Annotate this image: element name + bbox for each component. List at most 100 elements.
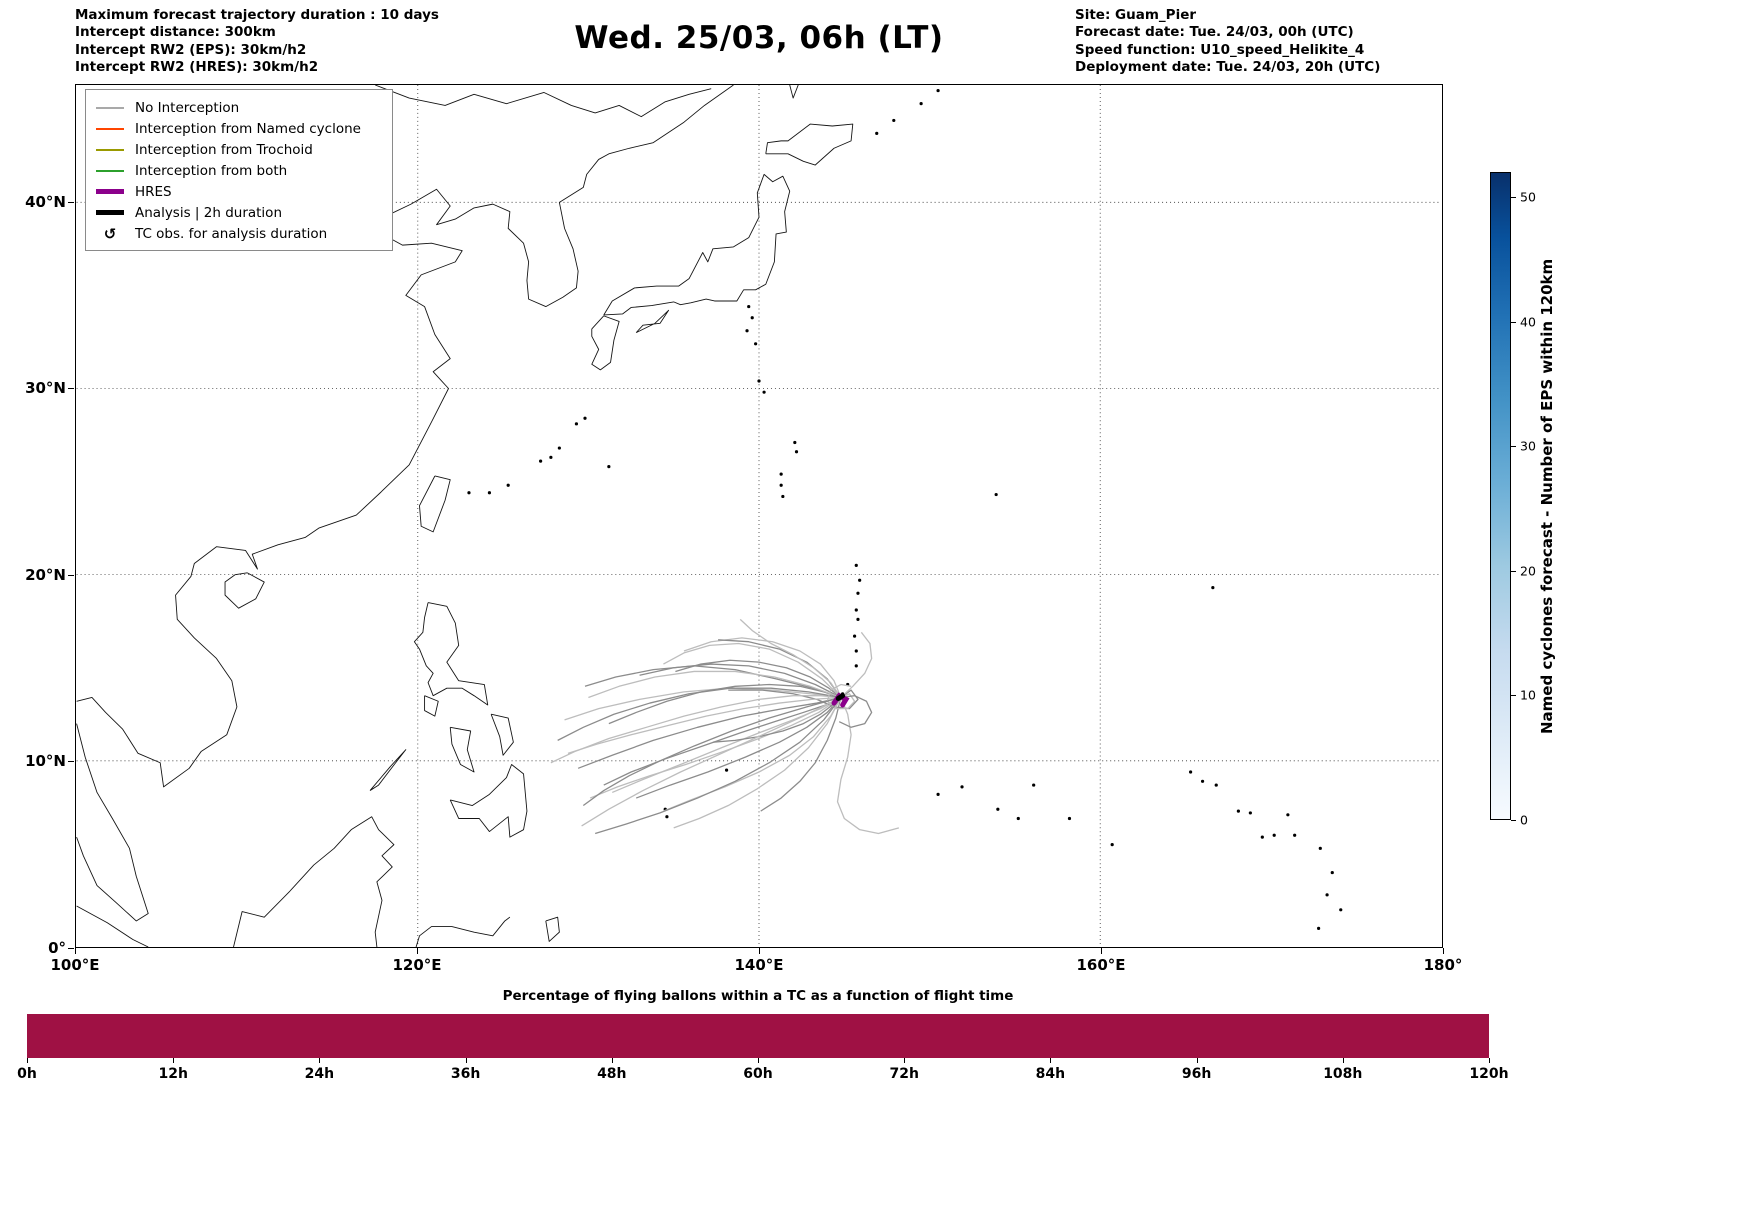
balloon-trajectory	[588, 670, 842, 699]
colorbar-tick-label: 10	[1520, 687, 1536, 703]
island-dot	[892, 118, 896, 123]
island-dot	[757, 379, 761, 383]
island-dot	[1318, 846, 1322, 850]
balloon-trajectory	[594, 697, 842, 835]
bottom-x-tick-label: 72h	[889, 1066, 919, 1082]
colorbar-tick	[1511, 695, 1516, 697]
island-dot	[1067, 816, 1072, 821]
y-axis-tick	[68, 574, 74, 576]
page-title: Wed. 25/03, 06h (LT)	[574, 20, 944, 56]
legend-label: Interception from both	[135, 162, 288, 179]
coastline	[76, 905, 149, 947]
bottom-x-tick	[27, 1058, 28, 1063]
coastline	[449, 726, 475, 773]
bottom-x-tick	[904, 1058, 906, 1063]
x-axis-tick-label: 180°	[1423, 956, 1463, 974]
bottom-x-tick-label: 108h	[1323, 1066, 1363, 1082]
island-dot	[1032, 783, 1036, 787]
island-dot	[754, 342, 758, 346]
balloon-trajectory	[675, 659, 842, 698]
island-dot	[467, 491, 471, 495]
coastline	[76, 723, 149, 922]
bottom-x-tick-label: 24h	[304, 1066, 335, 1082]
colorbar-tick-label: 0	[1520, 812, 1528, 828]
legend-item-hres: HRES	[96, 181, 382, 202]
island-dot	[852, 634, 857, 638]
island-dot	[875, 131, 879, 135]
island-dot	[1189, 770, 1193, 774]
legend-label: HRES	[135, 183, 172, 200]
island-dot	[557, 446, 561, 450]
island-dot	[607, 465, 611, 469]
legend-label: Interception from Named cyclone	[135, 120, 361, 137]
colorbar-tick	[1511, 570, 1516, 572]
param-intercept-distance: Intercept distance: 300km	[75, 24, 276, 41]
bottom-x-tick-label: 0h	[17, 1066, 37, 1082]
balloon-trajectory	[840, 631, 873, 698]
balloon-trajectory	[663, 642, 842, 698]
island-dot	[1317, 926, 1321, 930]
colorbar-tick	[1511, 321, 1516, 323]
coastline	[375, 85, 712, 118]
island-dot	[781, 494, 785, 499]
island-dot	[854, 664, 858, 668]
island-dot	[487, 491, 492, 495]
legend-item-both: Interception from both	[96, 160, 382, 181]
coastline	[591, 315, 620, 371]
bottom-x-tick	[1196, 1058, 1198, 1063]
y-axis-tick	[68, 761, 74, 763]
coastline	[424, 695, 439, 717]
analysis-trajectory	[835, 693, 846, 701]
balloon-trajectory	[639, 663, 842, 699]
site-info: Site: Guam_Pier Forecast date: Tue. 24/0…	[1075, 7, 1380, 77]
island-dot	[794, 450, 799, 454]
coastline	[789, 85, 799, 99]
balloon-trajectory	[577, 696, 842, 769]
balloon-trajectory	[557, 687, 842, 741]
island-dot	[1260, 835, 1264, 839]
island-dot	[1110, 843, 1114, 847]
bottom-x-tick	[611, 1058, 613, 1063]
map-legend: No Interception Interception from Named …	[85, 89, 393, 251]
colorbar-tick	[1511, 820, 1516, 821]
island-dot	[919, 102, 923, 106]
colorbar-label: Named cyclones forecast - Number of EPS …	[1538, 258, 1556, 734]
black-line-swatch	[96, 210, 124, 215]
colorbar-tick-label: 30	[1520, 438, 1536, 454]
island-dot	[574, 422, 579, 426]
balloon-trajectory	[760, 697, 842, 812]
x-axis-tick-label: 120°E	[392, 956, 442, 974]
colorbar-tick-label: 40	[1520, 314, 1536, 330]
bottom-x-tick-label: 60h	[743, 1066, 773, 1082]
bottom-x-tick-label: 36h	[450, 1066, 481, 1082]
coastline	[449, 764, 528, 838]
info-deployment-date: Deployment date: Tue. 24/03, 20h (UTC)	[1075, 59, 1381, 76]
balloon-trajectory	[564, 687, 841, 721]
legend-item-trochoid: Interception from Trochoid	[96, 139, 382, 160]
bottom-x-tick	[1489, 1058, 1490, 1063]
island-dot	[1272, 833, 1276, 837]
y-axis-tick	[68, 948, 74, 949]
island-dot	[583, 416, 587, 420]
island-dot	[856, 591, 860, 595]
island-dot	[1293, 833, 1297, 837]
island-dot	[745, 329, 749, 333]
balloon-trajectory	[582, 696, 842, 807]
balloon-trajectory	[603, 696, 842, 786]
balloon-trajectory	[673, 697, 842, 829]
island-dot	[854, 649, 858, 653]
legend-item-no-interception: No Interception	[96, 97, 382, 118]
y-axis-tick-label: 20°N	[25, 565, 66, 584]
island-dot	[1286, 813, 1290, 817]
bottom-x-tick	[319, 1058, 321, 1063]
balloon-trajectory	[739, 618, 842, 698]
balloon-trajectory	[608, 683, 842, 725]
info-forecast-date: Forecast date: Tue. 24/03, 00h (UTC)	[1075, 24, 1354, 41]
y-axis-tick-label: 30°N	[25, 379, 66, 398]
coastline	[224, 572, 265, 609]
x-axis-tick-label: 100°E	[50, 956, 100, 974]
bottom-x-tick-label: 48h	[597, 1066, 627, 1082]
bottom-x-tick	[1050, 1058, 1052, 1063]
coastline	[415, 916, 511, 947]
y-axis-tick	[68, 388, 74, 390]
